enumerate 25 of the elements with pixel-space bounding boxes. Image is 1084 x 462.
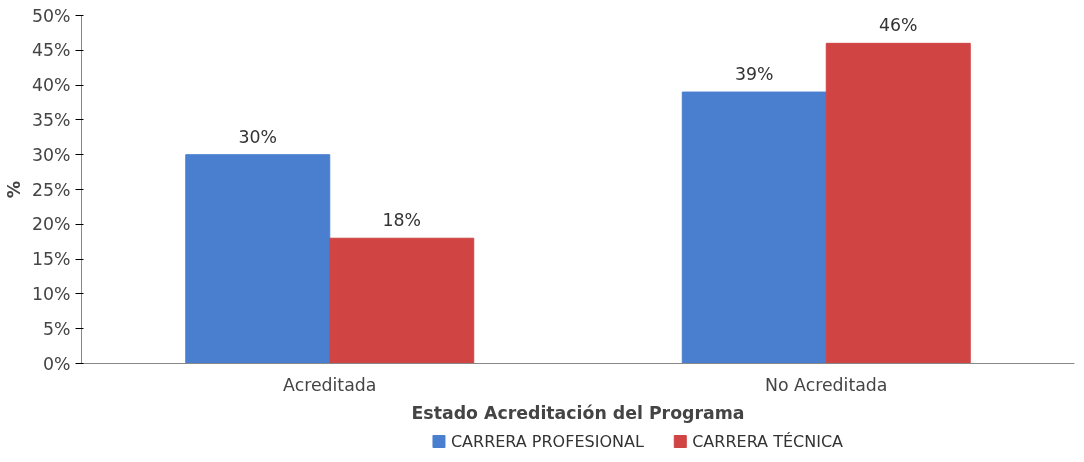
bar bbox=[825, 42, 971, 364]
x-tick-label: Acreditada bbox=[283, 374, 377, 395]
legend-label: CARRERA PROFESIONAL bbox=[450, 432, 644, 451]
data-label: 18% bbox=[382, 210, 421, 231]
y-tick-label: 30% bbox=[31, 144, 71, 165]
data-label: 39% bbox=[735, 64, 774, 85]
bar bbox=[681, 91, 827, 364]
y-axis-title: % bbox=[3, 180, 24, 199]
data-label: 46% bbox=[878, 15, 918, 36]
bar bbox=[185, 154, 331, 364]
data-label: 30% bbox=[238, 126, 278, 147]
y-tick-label: 20% bbox=[31, 214, 71, 235]
y-tick-label: 50% bbox=[31, 5, 71, 26]
y-tick-label: 25% bbox=[31, 179, 71, 200]
x-tick-label: No Acreditada bbox=[765, 374, 888, 395]
x-axis-title: Estado Acreditación del Programa bbox=[411, 402, 745, 423]
bar bbox=[329, 237, 475, 364]
y-tick-label: 0% bbox=[43, 353, 71, 374]
y-tick-label: 40% bbox=[31, 75, 71, 96]
y-tick-label: 45% bbox=[31, 40, 71, 61]
legend-label: CARRERA TÉCNICA bbox=[692, 432, 844, 451]
y-tick-label: 5% bbox=[43, 318, 71, 339]
y-tick-label: 15% bbox=[31, 249, 71, 270]
y-tick-label: 10% bbox=[31, 283, 71, 304]
y-tick-label: 35% bbox=[31, 109, 71, 130]
